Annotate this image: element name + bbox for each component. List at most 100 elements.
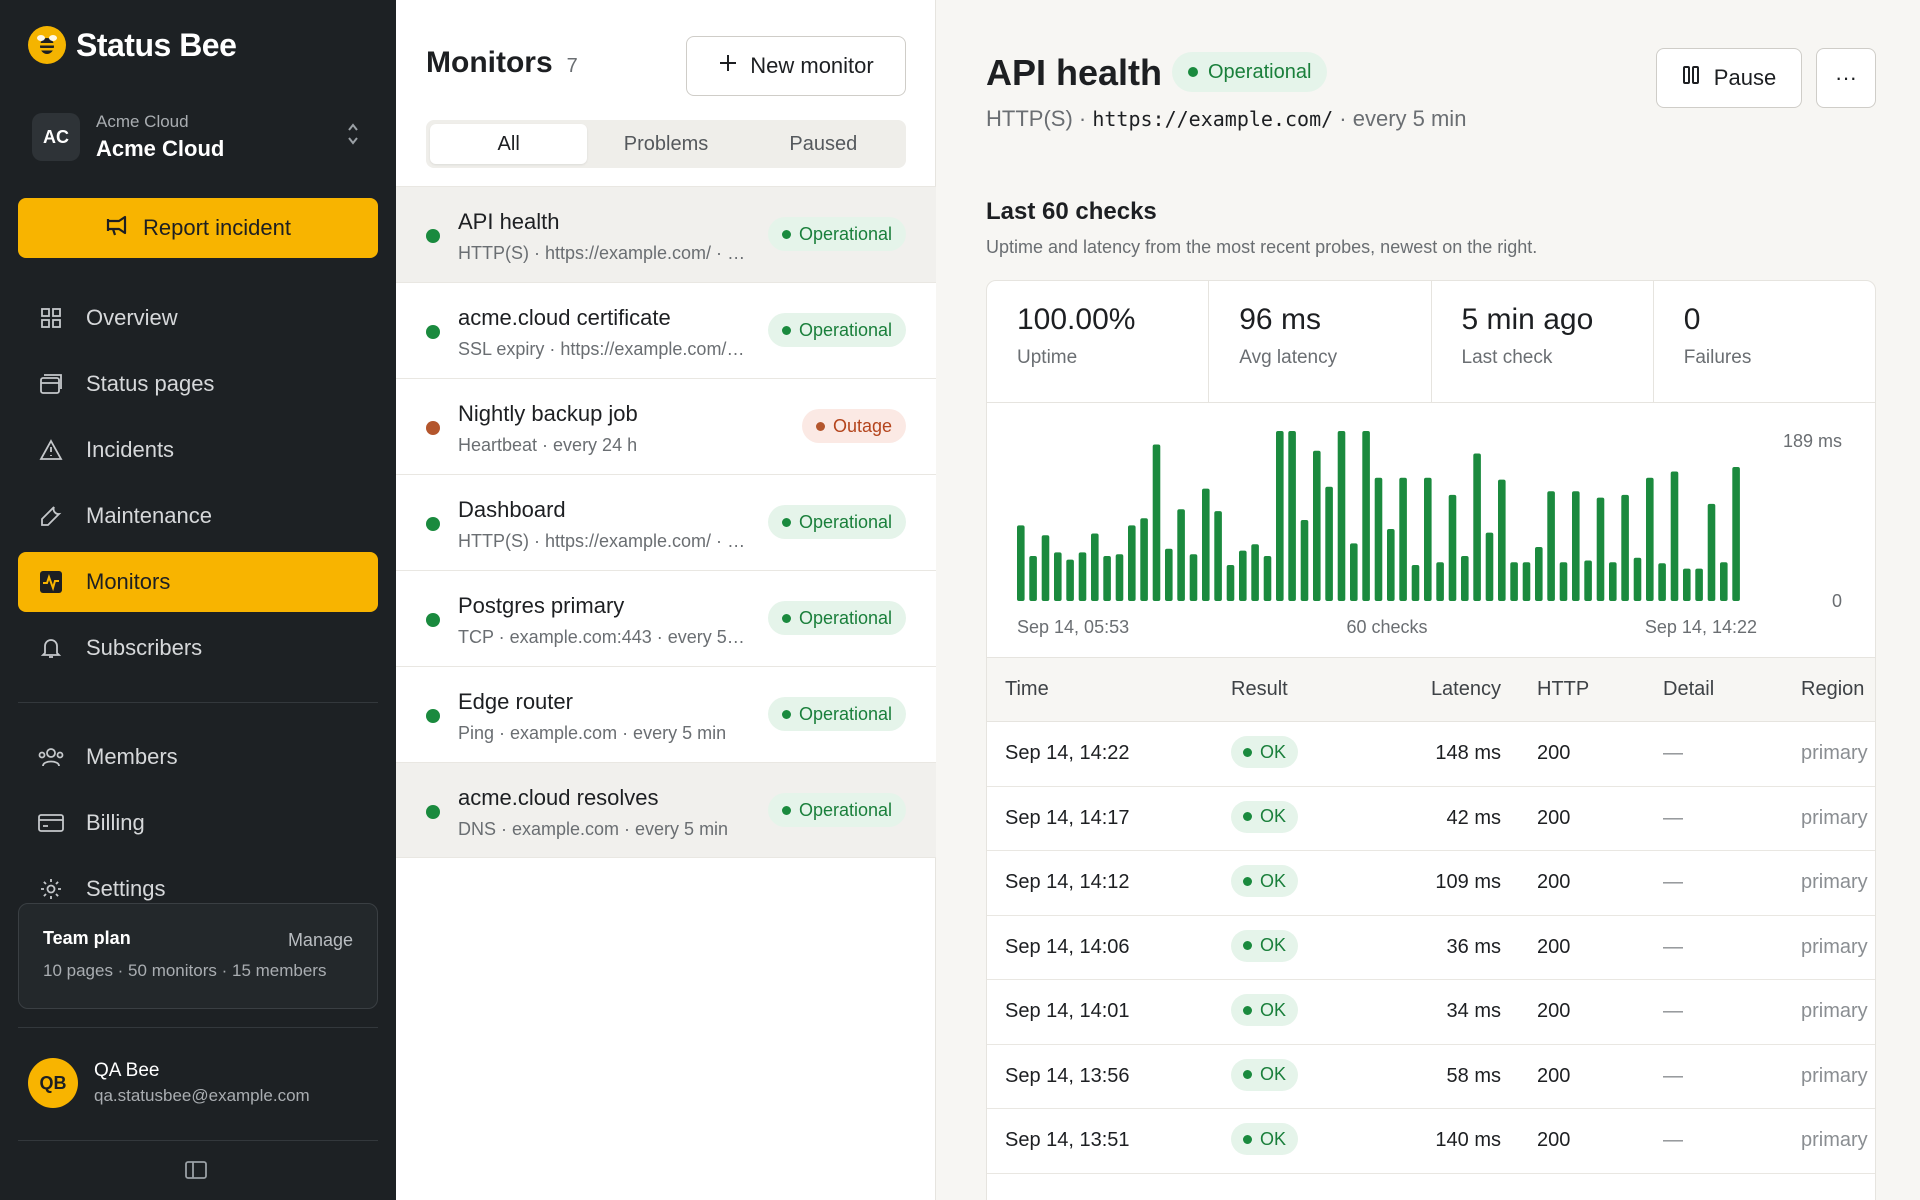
chart-bar[interactable] (1473, 453, 1481, 602)
chart-bar[interactable] (1214, 511, 1222, 601)
tab-all[interactable]: All (430, 124, 588, 164)
chart-bar[interactable] (1633, 557, 1642, 601)
tab-problems[interactable]: Problems (623, 132, 709, 155)
list-item[interactable]: Edge router Ping · example.com · every 5… (396, 666, 936, 762)
chart-bar[interactable] (1239, 550, 1247, 601)
sidebar-collapse-icon[interactable] (184, 1160, 208, 1185)
chart-bar[interactable] (1387, 529, 1395, 601)
chart-bar[interactable] (1337, 431, 1346, 601)
chart-bar[interactable] (1165, 548, 1173, 601)
report-incident-button[interactable]: Report incident (18, 198, 378, 258)
chart-bar[interactable] (1424, 477, 1432, 601)
chart-bar[interactable] (1498, 479, 1506, 601)
plan-manage-link[interactable]: Manage (287, 930, 353, 950)
chart-bar[interactable] (1115, 554, 1124, 601)
nav-item-subscribers[interactable]: Subscribers (18, 618, 378, 678)
org-switcher[interactable]: AC Acme Cloud Acme Cloud (32, 106, 368, 168)
nav-item-maintenance[interactable]: Maintenance (18, 486, 378, 546)
chart-bar[interactable] (1522, 562, 1531, 601)
chart-bar[interactable] (1436, 562, 1444, 601)
chart-bar[interactable] (1707, 503, 1716, 601)
chart-bar[interactable] (1535, 547, 1543, 601)
chart-bar[interactable] (1078, 552, 1087, 601)
table-row[interactable]: Sep 14, 14:17 OK 42 ms 200 — primary (987, 787, 1875, 851)
column-header[interactable]: HTTP (1537, 678, 1590, 700)
chart-bar[interactable] (1128, 525, 1136, 601)
nav-item-billing[interactable]: Billing (18, 793, 378, 853)
chart-bar[interactable] (1559, 562, 1568, 601)
chart-bar[interactable] (1226, 565, 1235, 601)
chart-bar[interactable] (1152, 444, 1161, 602)
chart-bar[interactable] (1683, 568, 1691, 601)
chart-bar[interactable] (1251, 544, 1259, 601)
table-row[interactable]: Sep 14, 13:56 OK 58 ms 200 — primary (987, 1045, 1875, 1109)
column-header[interactable]: Latency (1430, 678, 1501, 700)
chart-bar[interactable] (1572, 491, 1580, 601)
chart-bar[interactable] (1596, 497, 1605, 601)
list-item[interactable]: acme.cloud certificate SSL expiry · http… (396, 282, 936, 378)
nav-item-status-pages[interactable]: Status pages (18, 354, 378, 414)
chart-bar[interactable] (1485, 532, 1494, 601)
table-row[interactable]: Sep 14, 14:01 OK 34 ms 200 — primary (987, 980, 1875, 1045)
list-item[interactable]: acme.cloud resolves DNS · example.com · … (396, 762, 936, 858)
chart-bar[interactable] (1202, 488, 1210, 601)
chart-bar[interactable] (1670, 471, 1679, 602)
chart-bar[interactable] (1510, 562, 1518, 601)
chart-bar[interactable] (1547, 491, 1555, 601)
chart-bar[interactable] (1374, 477, 1383, 601)
table-row[interactable]: Sep 14, 14:12 OK 109 ms 200 — primary (987, 851, 1875, 916)
chart-bar[interactable] (1066, 559, 1074, 601)
nav-item-members[interactable]: Members (18, 727, 378, 787)
column-header[interactable]: Region (1801, 678, 1865, 700)
chart-bar[interactable] (1325, 486, 1333, 601)
chart-bar[interactable] (1263, 556, 1272, 601)
nav-item-overview[interactable]: Overview (18, 288, 378, 348)
nav-item-incidents[interactable]: Incidents (18, 420, 378, 480)
chart-bar[interactable] (1103, 556, 1111, 601)
chart-bar[interactable] (1461, 556, 1469, 601)
list-item[interactable]: Dashboard HTTP(S) · https://example.com/… (396, 474, 936, 570)
table-row[interactable]: Sep 14, 13:51 OK 140 ms 200 — primary (987, 1109, 1875, 1174)
chart-bar[interactable] (1300, 520, 1309, 601)
chart-bar[interactable] (1411, 565, 1420, 601)
column-header[interactable]: Result (1231, 678, 1288, 700)
chart-bar[interactable] (1350, 543, 1358, 601)
column-header[interactable]: Time (1005, 678, 1049, 700)
chart-bar[interactable] (1029, 556, 1037, 601)
chart-bar[interactable] (1288, 431, 1296, 601)
chart-bar[interactable] (1041, 535, 1050, 601)
nav-item-settings[interactable]: Settings (18, 859, 378, 919)
list-item[interactable]: Nightly backup job Heartbeat · every 24 … (396, 378, 936, 474)
chart-bar[interactable] (1448, 494, 1457, 601)
nav-item-monitors[interactable]: Monitors (18, 552, 378, 612)
chart-bar[interactable] (1313, 450, 1321, 601)
chart-bar[interactable] (1276, 431, 1284, 601)
chart-bar[interactable] (1091, 533, 1099, 602)
chart-bar[interactable] (1720, 562, 1728, 601)
column-header[interactable]: Detail (1663, 678, 1715, 700)
table-row[interactable]: Sep 14, 14:22 OK 148 ms 200 — primary (987, 722, 1875, 787)
chart-bar[interactable] (1362, 431, 1370, 601)
table-row[interactable]: Sep 14, 14:06 OK 36 ms 200 — primary (987, 916, 1875, 980)
chart-bar[interactable] (1017, 525, 1025, 601)
list-item[interactable]: Postgres primary TCP · example.com:443 ·… (396, 570, 936, 666)
list-item[interactable]: API health HTTP(S) · https://example.com… (396, 186, 936, 282)
chart-bar[interactable] (1177, 509, 1185, 601)
chart-bar[interactable] (1399, 477, 1407, 601)
chart-bar[interactable] (1658, 563, 1666, 601)
new-monitor-button[interactable]: New monitor (686, 36, 906, 96)
chart-bar[interactable] (1695, 568, 1703, 601)
chart-bar[interactable] (1609, 562, 1617, 601)
chart-bar[interactable] (1646, 477, 1654, 601)
user-menu[interactable]: QB QA Bee qa.statusbee@example.com (28, 1058, 310, 1108)
chart-bar[interactable] (1054, 552, 1062, 601)
chart-bar[interactable] (1189, 554, 1198, 601)
brand[interactable]: Status Bee (28, 26, 237, 64)
chart-bar[interactable] (1732, 467, 1740, 601)
chart-bar[interactable] (1621, 494, 1629, 601)
pause-button[interactable]: Pause (1656, 48, 1802, 108)
more-menu-button[interactable]: ··· (1816, 48, 1876, 108)
chart-bar[interactable] (1140, 518, 1148, 601)
chart-bar[interactable] (1584, 560, 1592, 602)
tab-paused[interactable]: Paused (789, 132, 858, 155)
